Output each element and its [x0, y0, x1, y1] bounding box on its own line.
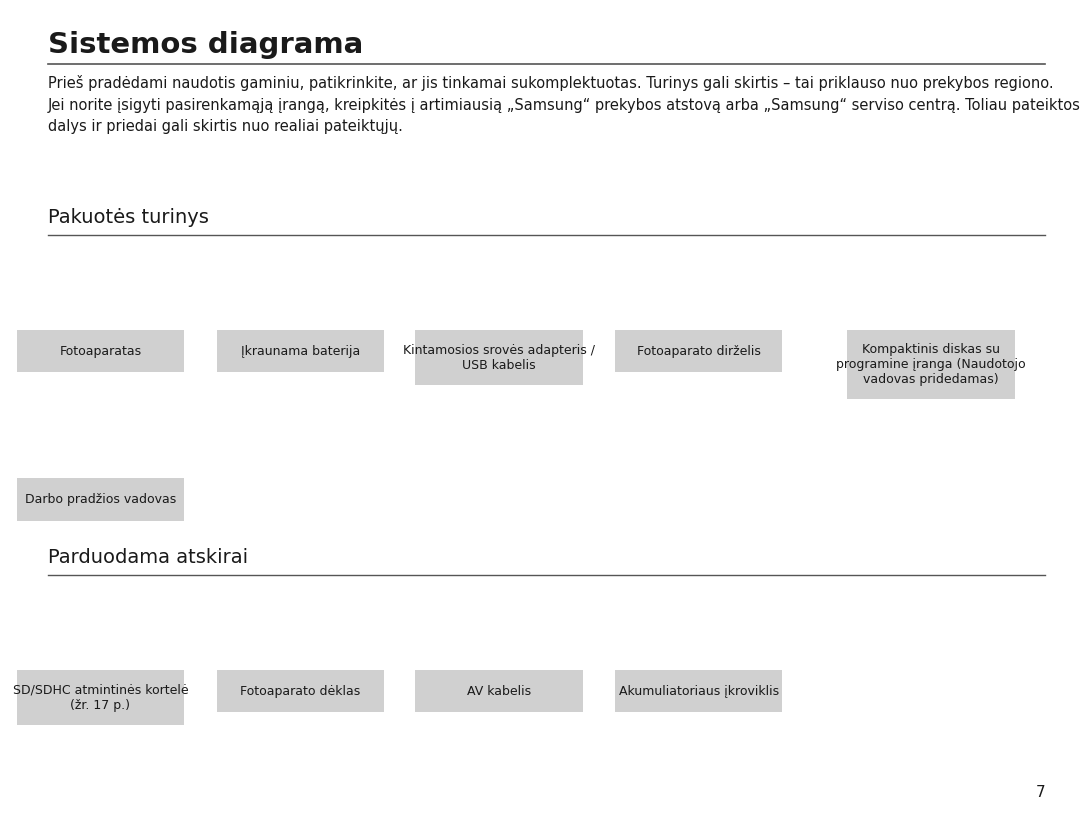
Text: Parduodama atskirai: Parduodama atskirai	[48, 548, 247, 566]
FancyBboxPatch shape	[17, 330, 184, 372]
Text: Kompaktinis diskas su
programine įranga (Naudotojo
vadovas pridedamas): Kompaktinis diskas su programine įranga …	[836, 343, 1026, 386]
FancyBboxPatch shape	[217, 670, 384, 712]
Text: Kintamosios srovės adapteris /
USB kabelis: Kintamosios srovės adapteris / USB kabel…	[403, 344, 595, 372]
FancyBboxPatch shape	[415, 330, 583, 385]
Text: SD/SDHC atmintinės kortelė
(žr. 17 p.): SD/SDHC atmintinės kortelė (žr. 17 p.)	[13, 684, 188, 711]
FancyBboxPatch shape	[17, 670, 184, 725]
Text: Įkraunama baterija: Įkraunama baterija	[241, 345, 360, 358]
Text: Fotoaparato dėklas: Fotoaparato dėklas	[240, 685, 361, 698]
Text: 7: 7	[1036, 786, 1045, 800]
Text: Darbo pradžios vadovas: Darbo pradžios vadovas	[25, 493, 176, 506]
FancyBboxPatch shape	[415, 670, 583, 712]
Text: Fotoaparato dirželis: Fotoaparato dirželis	[637, 345, 760, 358]
FancyBboxPatch shape	[217, 330, 384, 372]
Text: Akumuliatoriaus įkroviklis: Akumuliatoriaus įkroviklis	[619, 685, 779, 698]
Text: Prieš pradėdami naudotis gaminiu, patikrinkite, ar jis tinkamai sukomplektuotas.: Prieš pradėdami naudotis gaminiu, patikr…	[48, 75, 1080, 134]
FancyBboxPatch shape	[847, 330, 1015, 399]
Text: Sistemos diagrama: Sistemos diagrama	[48, 31, 363, 59]
FancyBboxPatch shape	[616, 330, 782, 372]
Text: Pakuotės turinys: Pakuotės turinys	[48, 208, 208, 227]
FancyBboxPatch shape	[616, 670, 782, 712]
Text: AV kabelis: AV kabelis	[467, 685, 531, 698]
Text: Fotoaparatas: Fotoaparatas	[59, 345, 141, 358]
FancyBboxPatch shape	[17, 478, 184, 521]
